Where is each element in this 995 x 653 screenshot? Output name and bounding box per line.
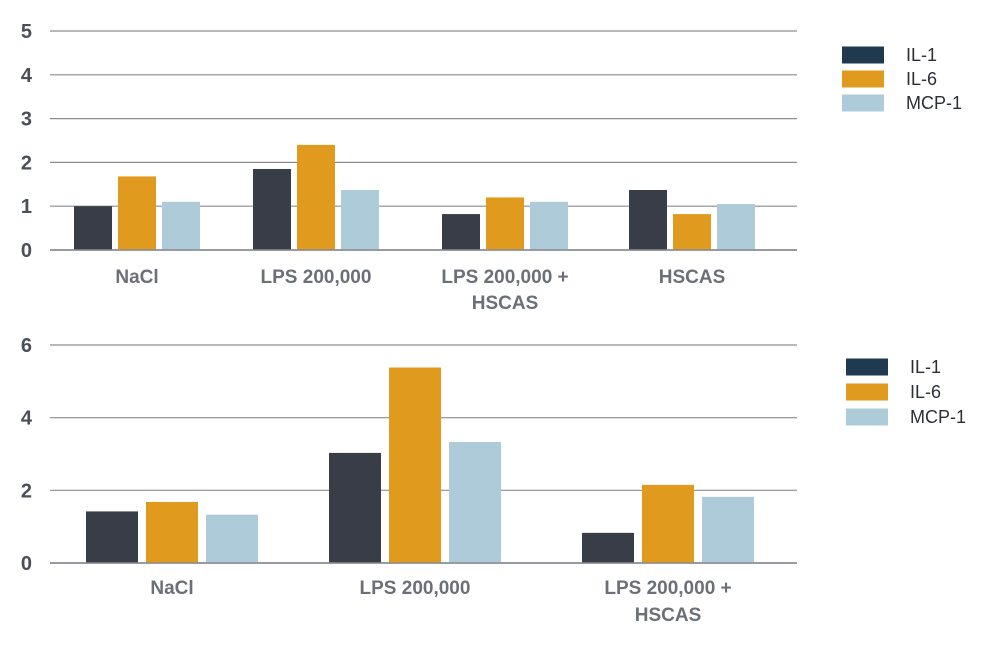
- bar-il-6-4: [673, 214, 711, 250]
- legend-label-il-1: IL-1: [906, 45, 937, 65]
- bar-il-1-2: [253, 168, 291, 250]
- legend-swatch-il-6: [842, 70, 884, 88]
- category-label: HSCAS: [635, 605, 702, 626]
- category-label: HSCAS: [659, 267, 726, 288]
- bar-mcp-1-2: [449, 442, 501, 563]
- y-tick-label: 2: [21, 152, 32, 174]
- category-label: LPS 200,000: [261, 267, 372, 288]
- y-tick-label: 6: [21, 335, 32, 357]
- bar-il-6-1: [118, 176, 156, 250]
- category-label: HSCAS: [472, 293, 539, 314]
- bar-il-6-2: [389, 367, 441, 563]
- bar-il-1-3: [442, 214, 480, 250]
- bar-il-1-4: [629, 189, 667, 250]
- category-label: LPS 200,000 +: [604, 578, 731, 599]
- legend-label-il-6: IL-6: [906, 69, 937, 89]
- bar-il-6-1: [146, 501, 198, 563]
- category-label: NaCl: [115, 267, 158, 288]
- bar-il-6-3: [642, 484, 694, 563]
- legend-label-il-6: IL-6: [910, 382, 941, 402]
- y-tick-label: 5: [21, 21, 32, 43]
- bar-mcp-1-4: [717, 204, 755, 250]
- bar-il-6-3: [486, 197, 524, 250]
- category-label: LPS 200,000: [360, 578, 471, 599]
- y-tick-label: 4: [21, 65, 33, 87]
- legend-swatch-il-6: [846, 383, 888, 401]
- bar-mcp-1-3: [702, 496, 754, 563]
- legend-label-mcp-1: MCP-1: [910, 407, 966, 427]
- legend-label-mcp-1: MCP-1: [906, 93, 962, 113]
- y-tick-label: 4: [21, 408, 33, 430]
- chart-2: 0 2 4 6 NaCl LPS 200,000 LPS 200,000 + HSCAS IL-…: [21, 335, 966, 626]
- legend: IL-1 IL-6 MCP-1: [846, 357, 966, 427]
- bar-il-6-2: [297, 144, 335, 250]
- legend-label-il-1: IL-1: [910, 357, 941, 377]
- bar-mcp-1-1: [206, 514, 258, 563]
- legend: IL-1 IL-6 MCP-1: [842, 45, 962, 113]
- bar-il-1-3: [582, 532, 634, 563]
- y-tick-label: 3: [21, 109, 32, 131]
- y-tick-label: 2: [21, 480, 32, 502]
- category-label: LPS 200,000 +: [441, 267, 568, 288]
- y-tick-label: 1: [21, 196, 32, 218]
- bar-mcp-1-3: [530, 201, 568, 250]
- chart-1: 0 1 2 3 4 5 NaCl LPS 200,000 LPS 200,000 + HSCAS H…: [21, 21, 962, 314]
- legend-swatch-il-1: [846, 358, 888, 376]
- bar-mcp-1-2: [341, 189, 379, 250]
- category-label: NaCl: [150, 578, 193, 599]
- y-tick-label: 0: [21, 553, 32, 575]
- bar-il-1-1: [86, 511, 138, 563]
- legend-swatch-mcp-1: [842, 94, 884, 112]
- legend-swatch-il-1: [842, 46, 884, 64]
- bar-il-1-2: [329, 452, 381, 563]
- y-tick-label: 0: [21, 240, 32, 262]
- bar-il-1-1: [74, 206, 112, 250]
- bar-mcp-1-1: [162, 201, 200, 250]
- legend-swatch-mcp-1: [846, 408, 888, 426]
